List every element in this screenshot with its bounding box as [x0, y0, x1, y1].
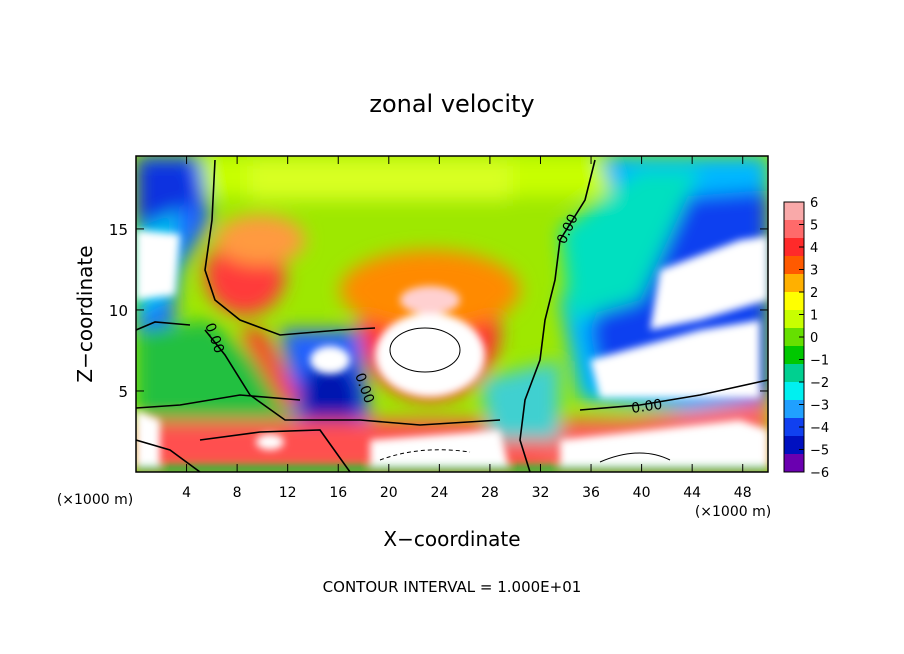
- colorbar-swatch: [784, 256, 804, 275]
- x-tick-label: 36: [582, 485, 600, 501]
- colorbar-swatch: [784, 436, 804, 455]
- x-tick-label: 48: [734, 485, 752, 501]
- contour-interval-note: CONTOUR INTERVAL = 1.000E+01: [323, 578, 582, 596]
- y-axis-label: Z−coordinate: [73, 245, 97, 382]
- colorbar-swatch: [784, 418, 804, 437]
- colorbar-tick-label: −6: [810, 466, 829, 481]
- zero-contours: [136, 159, 768, 472]
- colorbar-tick-label: 6: [810, 196, 818, 211]
- x-axis-label: X−coordinate: [383, 527, 520, 551]
- colorbar-swatch: [784, 400, 804, 419]
- x-unit-right: (×1000 m): [695, 504, 771, 520]
- x-tick-label: 20: [380, 485, 398, 501]
- colorbar-swatch: [784, 202, 804, 221]
- y-tick-label: 15: [109, 221, 128, 239]
- x-tick-label: 44: [683, 485, 701, 501]
- colorbar-tick-label: 1: [810, 309, 818, 324]
- y-tick-label: 5: [118, 383, 128, 401]
- colorbar-tick-label: 2: [810, 286, 818, 301]
- y-tick-label: 10: [109, 302, 128, 320]
- colorbar-swatch: [784, 454, 804, 473]
- colorbar-tick-label: 5: [810, 219, 818, 234]
- colorbar-swatch: [784, 346, 804, 365]
- x-tick-label: 32: [532, 485, 550, 501]
- colorbar-swatch: [784, 382, 804, 401]
- colorbar-tick-label: −4: [810, 421, 829, 436]
- colorbar-swatch: [784, 310, 804, 329]
- colorbar-tick-label: −5: [810, 444, 829, 459]
- inner-contours: [379, 327, 671, 463]
- colorbar-tick-label: −3: [810, 399, 829, 414]
- colorbar-tick-label: 3: [810, 264, 818, 279]
- colorbar-tick-label: −2: [810, 376, 829, 391]
- contour-label-2: 0.00: [630, 397, 663, 417]
- x-tick-label: 16: [329, 485, 347, 501]
- x-tick-label: 40: [633, 485, 651, 501]
- colorbar-swatch: [784, 364, 804, 383]
- colorbar-swatch: [784, 292, 804, 311]
- colorbar-tick-label: −1: [810, 354, 829, 369]
- heatmap-field: 0.00 0.00 0.00 0.00: [136, 156, 768, 472]
- colorbar-swatch: [784, 328, 804, 347]
- x-tick-label: 28: [481, 485, 499, 501]
- chart-title: zonal velocity: [369, 90, 534, 118]
- x-axis-ticks: 4 8 12 16 20 24 28 32 36 40 44 48: [182, 156, 752, 501]
- x-tick-label: 12: [279, 485, 297, 501]
- colorbar: 6 5 4 3 2 1 0 −1 −2 −3 −4 −5 −6: [783, 196, 829, 481]
- colorbar-swatch: [784, 220, 804, 239]
- x-tick-label: 24: [430, 485, 448, 501]
- x-tick-label: 4: [182, 485, 191, 501]
- x-tick-label: 8: [233, 485, 242, 501]
- colorbar-tick-label: 0: [810, 331, 818, 346]
- colorbar-tick-label: 4: [810, 241, 818, 256]
- plot-frame: [135, 155, 769, 473]
- y-axis-ticks: 5 10 15: [109, 221, 768, 401]
- colorbar-swatch: [784, 274, 804, 293]
- colorbar-swatch: [784, 238, 804, 257]
- x-unit-left: (×1000 m): [57, 492, 133, 508]
